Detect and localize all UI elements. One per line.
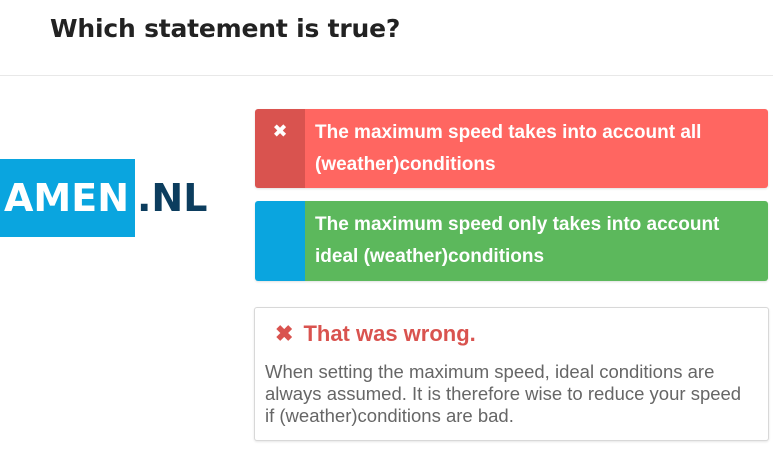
feedback-title: That was wrong.	[303, 321, 476, 346]
close-icon: ✖	[255, 109, 305, 188]
answer-option-2-text: The maximum speed only takes into accoun…	[305, 201, 768, 281]
logo-highlight: AMEN	[0, 159, 135, 237]
answer-option-1-text: The maximum speed takes into account all…	[305, 109, 768, 188]
close-icon: ✖	[275, 321, 294, 346]
question-title: Which statement is true?	[50, 14, 401, 43]
answer-option-1[interactable]: ✖ The maximum speed takes into account a…	[255, 109, 768, 188]
logo-suffix: .NL	[137, 176, 208, 220]
page-header: Which statement is true?	[0, 0, 773, 76]
answer-option-2-marker	[255, 201, 305, 281]
answer-option-2[interactable]: The maximum speed only takes into accoun…	[255, 201, 768, 281]
feedback-heading: ✖ That was wrong.	[275, 321, 476, 347]
feedback-explanation: When setting the maximum speed, ideal co…	[265, 361, 742, 426]
feedback-panel: ✖ That was wrong. When setting the maxim…	[254, 307, 769, 441]
brand-logo: AMEN .NL	[0, 159, 207, 237]
